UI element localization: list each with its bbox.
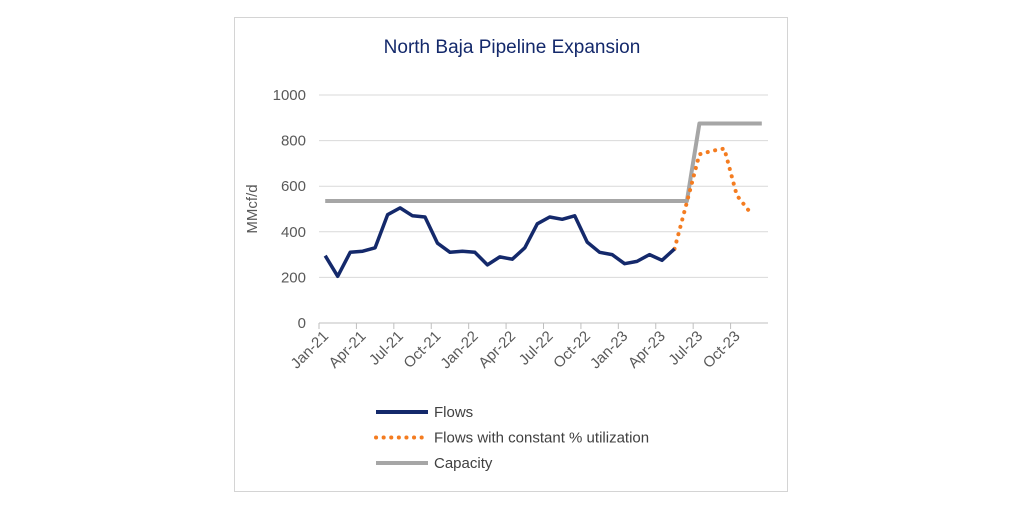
legend: Flows Flows with constant % utilization Ca… [374, 404, 649, 472]
legend-label: Flows with constant % utilization [434, 430, 649, 447]
x-tick-label: Oct-22 [550, 328, 594, 372]
series-lines [323, 121, 762, 279]
x-tick-label: Jul-22 [516, 328, 557, 369]
chart-frame [234, 17, 788, 492]
gridlines [319, 94, 768, 278]
y-tick-label: 200 [281, 269, 306, 286]
chart-title: North Baja Pipeline Expansion [384, 37, 641, 58]
y-tick-label: 800 [281, 133, 306, 150]
y-axis-title: MMcf/d [244, 184, 261, 233]
y-tick-label: 600 [281, 178, 306, 195]
x-axis: Jan-21Apr-21Jul-21Oct-21Jan-22Apr-22Jul-… [288, 322, 768, 372]
x-tick-label: Jan-22 [437, 328, 481, 372]
series-line-flows [323, 206, 676, 279]
y-tick-label: 1000 [273, 87, 306, 104]
x-tick-label: Oct-23 [700, 328, 744, 372]
x-tick-label: Apr-23 [625, 328, 669, 372]
legend-label: Capacity [434, 455, 493, 472]
x-tick-label: Apr-21 [326, 328, 370, 372]
y-tick-label: 0 [298, 315, 306, 332]
x-tick-label: Apr-22 [475, 328, 519, 372]
legend-label: Flows [434, 404, 473, 421]
x-tick-label: Jan-23 [587, 328, 631, 372]
y-tick-label: 400 [281, 224, 306, 241]
x-tick-label: Oct-21 [400, 328, 444, 372]
series-line-capacity [325, 121, 762, 203]
x-tick-label: Jan-21 [288, 328, 332, 372]
x-tick-label: Jul-23 [665, 328, 706, 369]
y-tick-labels: 0 200 400 600 800 1000 [273, 87, 306, 332]
x-tick-label: Jul-21 [366, 328, 407, 369]
